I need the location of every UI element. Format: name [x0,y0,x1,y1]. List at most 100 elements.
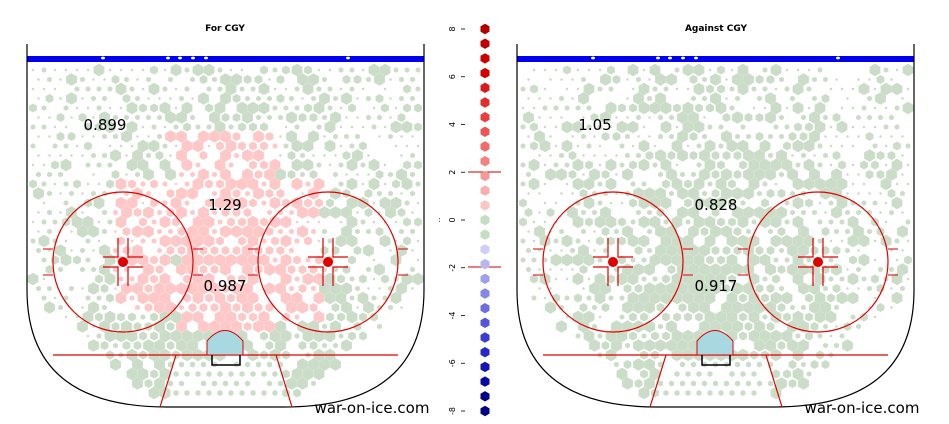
hex-bin [553,105,559,111]
hex-bin [638,234,650,248]
hex-bin [414,122,422,132]
hex-bin [174,182,178,186]
hex-bin [906,182,910,186]
hex-bin [715,272,727,286]
hex-bin [181,329,193,343]
hex-bin [641,181,647,187]
hex-bin [66,206,77,219]
hex-bin [297,73,308,86]
hex-bin [143,263,154,276]
hex-bin [357,196,369,210]
hex-bin [247,253,259,267]
faceoff-circle [747,191,889,333]
hex-bin [394,144,398,148]
hex-bin [115,329,127,343]
hex-bin [828,257,834,263]
blue-line [517,56,914,62]
hex-bin [671,253,683,267]
legend-swatch [480,376,490,387]
hex-bin [85,238,91,244]
hex-bin [838,160,846,170]
hex-bin [821,360,830,369]
hex-bin [582,116,585,119]
hex-bin [133,341,142,350]
hex-bin [561,234,573,248]
hex-bin [320,246,329,255]
hex-bin [640,312,648,322]
hex-bin [519,198,527,208]
hex-bin [685,390,691,396]
hex-bin [372,258,376,262]
hex-bin [578,92,589,105]
hex-bin [261,238,267,244]
hex-bin [732,263,743,276]
hex-bin [699,263,710,276]
hex-bin [615,116,618,119]
hex-bin [249,141,257,151]
hex-bin [157,114,162,121]
hex-bin [669,133,674,140]
hex-bin [539,234,551,248]
hex-bin [593,154,596,157]
hex-bin [589,168,600,181]
hex-bin [803,158,815,172]
hex-bin [858,82,870,96]
hex-bin [593,135,596,138]
hex-bin [328,68,332,72]
hex-bin [165,282,176,295]
hex-bin [143,339,154,352]
hex-bin [596,236,604,246]
hex-bin [242,244,253,257]
hex-bin [597,86,603,92]
hex-bin [339,87,343,91]
hex-bin [901,249,904,252]
hex-bin [214,196,226,210]
hex-bin [295,220,299,224]
hex-bin [711,189,720,198]
hex-bin [850,314,856,320]
hex-bin [564,295,570,301]
hex-bin [721,187,732,200]
hex-bin [265,189,274,198]
hex-bin [821,94,830,103]
hex-bin [129,86,135,92]
hex-bin [614,228,619,235]
hex-bin [359,312,367,322]
hex-bin [823,114,828,121]
hex-bin [309,303,318,312]
hex-bin [192,63,204,77]
hex-bin [847,234,859,248]
hex-bin [784,124,790,130]
hex-bin [743,187,754,200]
hex-bin [173,390,179,396]
hex-bin [416,239,420,243]
hex-bin [784,219,790,225]
hex-bin [754,149,765,162]
hex-bin [69,190,74,197]
hex-bin [773,124,779,130]
hex-bin [137,367,149,381]
hex-bin [301,97,304,100]
hex-bin [155,151,164,160]
hash-mark [617,266,633,286]
hex-bin [616,329,628,343]
hex-bin [242,168,253,181]
hex-bin [671,234,683,248]
hex-bin [143,225,154,238]
hex-bin [176,130,187,143]
hex-bin [868,192,871,195]
hex-bin [706,103,714,113]
hex-bin [53,296,57,300]
hex-bin [627,120,639,134]
hash-mark [822,238,838,258]
legend-swatch [480,126,490,137]
hex-bin [410,228,415,235]
hex-bin [856,266,861,273]
hex-bin [88,225,99,238]
hex-bin [166,189,175,198]
hex-bin [30,124,36,130]
hex-bin [392,179,400,189]
hex-bin [873,239,877,243]
hex-bin [686,144,690,148]
hex-bin [739,160,747,170]
